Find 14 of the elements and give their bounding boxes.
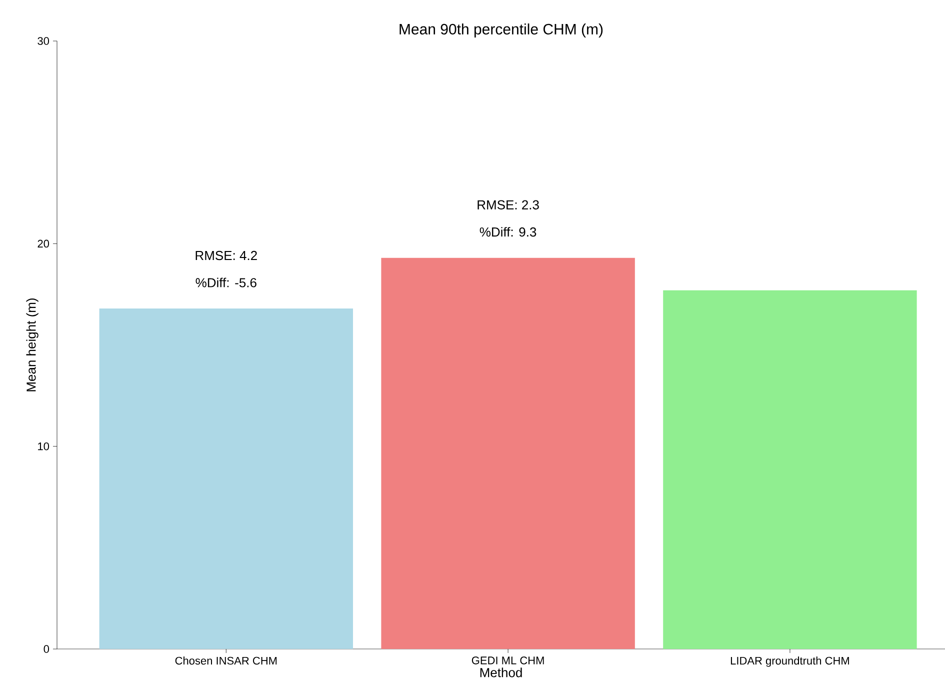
chart-title: Mean 90th percentile CHM (m) bbox=[400, 23, 603, 38]
y-axis-title: Mean height (m) bbox=[26, 298, 38, 392]
annotation: RMSE: 2.3 bbox=[478, 200, 539, 210]
y-tick-label: 0 bbox=[44, 645, 50, 653]
x-tick-label: GEDI ML CHM bbox=[472, 656, 544, 664]
y-tick-label: 30 bbox=[38, 37, 50, 45]
annotation: RMSE: 4.2 bbox=[196, 250, 257, 260]
y-tick-label: 20 bbox=[38, 240, 50, 248]
annotation: %Diff: -5.6 bbox=[196, 278, 256, 288]
annotation: %Diff: 9.3 bbox=[480, 227, 536, 237]
x-axis-title: Method bbox=[480, 668, 522, 678]
y-tick-label: 10 bbox=[38, 442, 50, 450]
x-tick-label: Chosen INSAR CHM bbox=[175, 656, 277, 665]
x-tick-label: LIDAR groundtruth CHM bbox=[730, 656, 849, 667]
